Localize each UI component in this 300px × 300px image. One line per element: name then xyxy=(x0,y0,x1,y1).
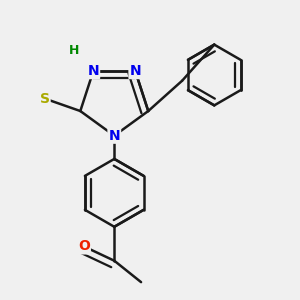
Text: N: N xyxy=(130,64,141,78)
Text: O: O xyxy=(78,239,90,254)
Text: N: N xyxy=(88,64,99,78)
Text: N: N xyxy=(109,129,120,143)
Text: H: H xyxy=(68,44,79,57)
Text: S: S xyxy=(40,92,50,106)
